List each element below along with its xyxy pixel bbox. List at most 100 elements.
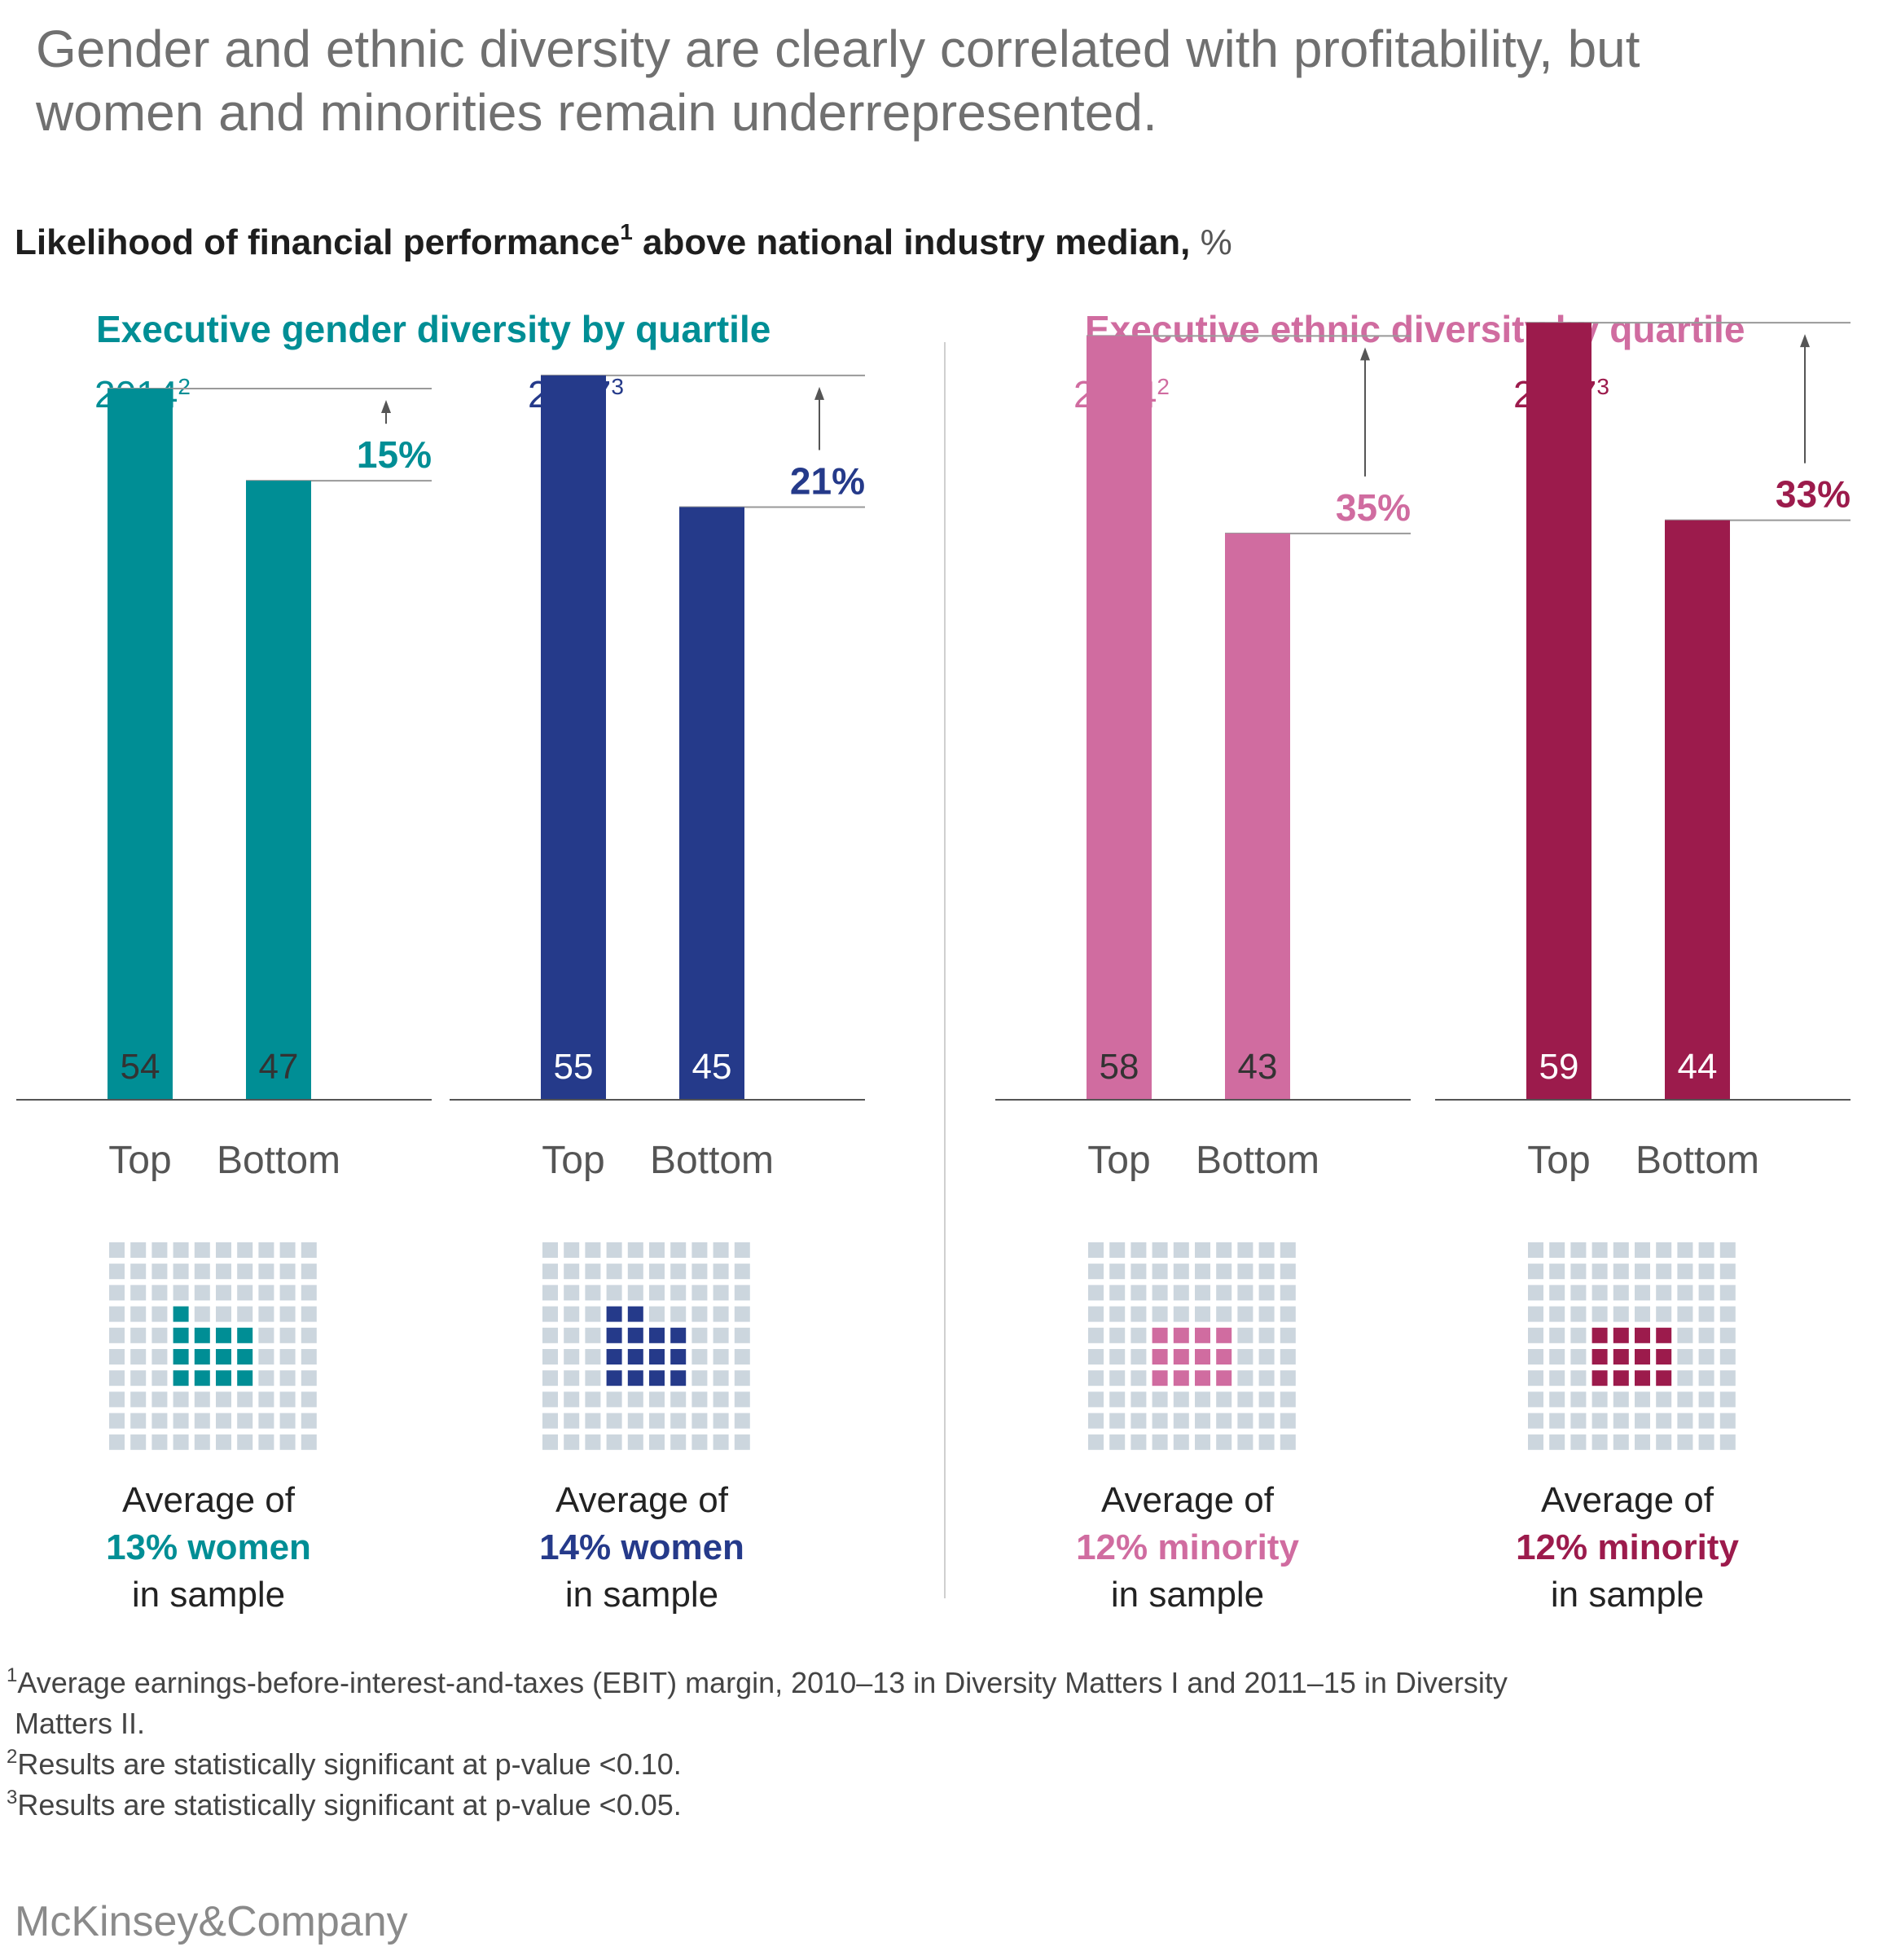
- bar-value-bottom: 45: [692, 1047, 732, 1087]
- uplift-arrow-head-icon: [1360, 347, 1370, 361]
- waffle-cell: [279, 1434, 296, 1450]
- waffle-cell: [1195, 1306, 1210, 1322]
- waffle-cell-filled: [237, 1370, 253, 1387]
- bar-top: [108, 389, 173, 1100]
- waffle-cell: [713, 1263, 729, 1280]
- waffle-cell: [173, 1434, 189, 1450]
- waffle-cell: [109, 1434, 125, 1450]
- waffle-cell: [216, 1263, 231, 1280]
- waffle-cell-filled: [216, 1370, 231, 1387]
- waffle-cell: [1719, 1370, 1736, 1387]
- waffle-cell: [585, 1391, 601, 1408]
- waffle-cell: [1677, 1327, 1693, 1343]
- waffle-cell: [1656, 1306, 1672, 1322]
- waffle-cell: [1635, 1391, 1650, 1408]
- uplift-arrow-head-icon: [381, 400, 391, 413]
- waffle-cell: [734, 1306, 750, 1322]
- waffle-cell: [1216, 1263, 1232, 1280]
- waffle-cell: [542, 1242, 558, 1258]
- waffle-cell: [258, 1349, 274, 1365]
- category-label-bottom: Bottom: [1635, 1139, 1759, 1182]
- waffle-cell: [1549, 1242, 1565, 1258]
- waffle-cell: [1591, 1434, 1608, 1450]
- waffle-cell: [279, 1306, 296, 1322]
- waffle-cell: [1152, 1285, 1168, 1301]
- waffle-cell: [1549, 1434, 1565, 1450]
- waffle-cell: [1258, 1306, 1275, 1322]
- waffle-cell: [1280, 1391, 1296, 1408]
- ethnic-section-heading: Executive ethnic diversity by quartile: [1085, 308, 1745, 350]
- waffle-cell: [1591, 1413, 1608, 1429]
- waffle-cell: [1549, 1413, 1565, 1429]
- waffle-cell: [301, 1413, 317, 1429]
- waffle-cell: [1635, 1263, 1650, 1280]
- waffle-cell: [1528, 1349, 1543, 1365]
- waffle-cell: [564, 1327, 580, 1343]
- waffle-cell: [627, 1263, 643, 1280]
- waffle-cell: [1719, 1285, 1736, 1301]
- waffle-cell-filled: [216, 1327, 231, 1343]
- waffle-cell: [734, 1370, 750, 1387]
- waffle-cell: [1549, 1370, 1565, 1387]
- waffle-cell: [691, 1391, 708, 1408]
- waffle-cell-filled: [1152, 1349, 1168, 1365]
- waffle-cell: [109, 1370, 125, 1387]
- waffle-cell: [194, 1242, 210, 1258]
- waffle-cell: [1280, 1434, 1296, 1450]
- waffle-cell: [173, 1391, 189, 1408]
- waffle-cell: [1258, 1285, 1275, 1301]
- waffle-cell: [542, 1434, 558, 1450]
- waffle-cell: [1258, 1349, 1275, 1365]
- waffle-cell: [542, 1391, 558, 1408]
- waffle-cell: [1152, 1242, 1168, 1258]
- waffle-cell: [1570, 1263, 1587, 1280]
- waffle-cell-filled: [627, 1349, 643, 1365]
- waffle-cell: [237, 1285, 253, 1301]
- category-label-top: Top: [542, 1139, 604, 1182]
- waffle-cell: [301, 1263, 317, 1280]
- waffle-cell-filled: [237, 1327, 253, 1343]
- waffle-cell: [606, 1391, 622, 1408]
- waffle-cell: [1698, 1413, 1714, 1429]
- waffle-cell: [173, 1413, 189, 1429]
- waffle-cell: [1109, 1349, 1126, 1365]
- waffle-cell: [258, 1327, 274, 1343]
- waffle-cell: [1528, 1263, 1543, 1280]
- waffle-cell-filled: [606, 1370, 622, 1387]
- waffle-cell-filled: [1613, 1349, 1629, 1365]
- waffle-cell: [279, 1242, 296, 1258]
- waffle-cell: [585, 1327, 601, 1343]
- waffle-cell: [151, 1242, 168, 1258]
- waffle-cell-filled: [1656, 1349, 1672, 1365]
- waffle-cell: [151, 1370, 168, 1387]
- uplift-arrow-head-icon: [1800, 334, 1810, 348]
- waffle-cell: [1258, 1391, 1275, 1408]
- waffle-cell: [585, 1413, 601, 1429]
- waffle-cell: [258, 1413, 274, 1429]
- waffle-cell: [1109, 1263, 1126, 1280]
- waffle-cell-filled: [194, 1327, 210, 1343]
- waffle-cell: [1549, 1285, 1565, 1301]
- footnote-2: 2Results are statistically significant a…: [7, 1746, 682, 1781]
- waffle-cell: [1237, 1242, 1253, 1258]
- waffle-cell: [691, 1434, 708, 1450]
- subtitle-footnote-marker: 1: [620, 219, 633, 244]
- waffle-cell: [1613, 1306, 1629, 1322]
- waffle-cell: [1280, 1285, 1296, 1301]
- waffle-cell: [1280, 1349, 1296, 1365]
- waffle-cell: [1216, 1285, 1232, 1301]
- waffle-cell: [109, 1327, 125, 1343]
- waffle-cell: [1677, 1370, 1693, 1387]
- waffle-cell: [1216, 1242, 1232, 1258]
- waffle-cell: [713, 1349, 729, 1365]
- waffle-cell: [1591, 1285, 1608, 1301]
- waffle-cell: [1570, 1285, 1587, 1301]
- waffle-cell: [216, 1285, 231, 1301]
- waffle-cell: [1719, 1349, 1736, 1365]
- waffle-cell: [564, 1413, 580, 1429]
- waffle-cell: [1549, 1391, 1565, 1408]
- waffle-cell: [1613, 1391, 1629, 1408]
- waffle-cell-filled: [606, 1349, 622, 1365]
- caption-share: 12% minority: [1516, 1527, 1739, 1567]
- waffle-cell: [1656, 1413, 1672, 1429]
